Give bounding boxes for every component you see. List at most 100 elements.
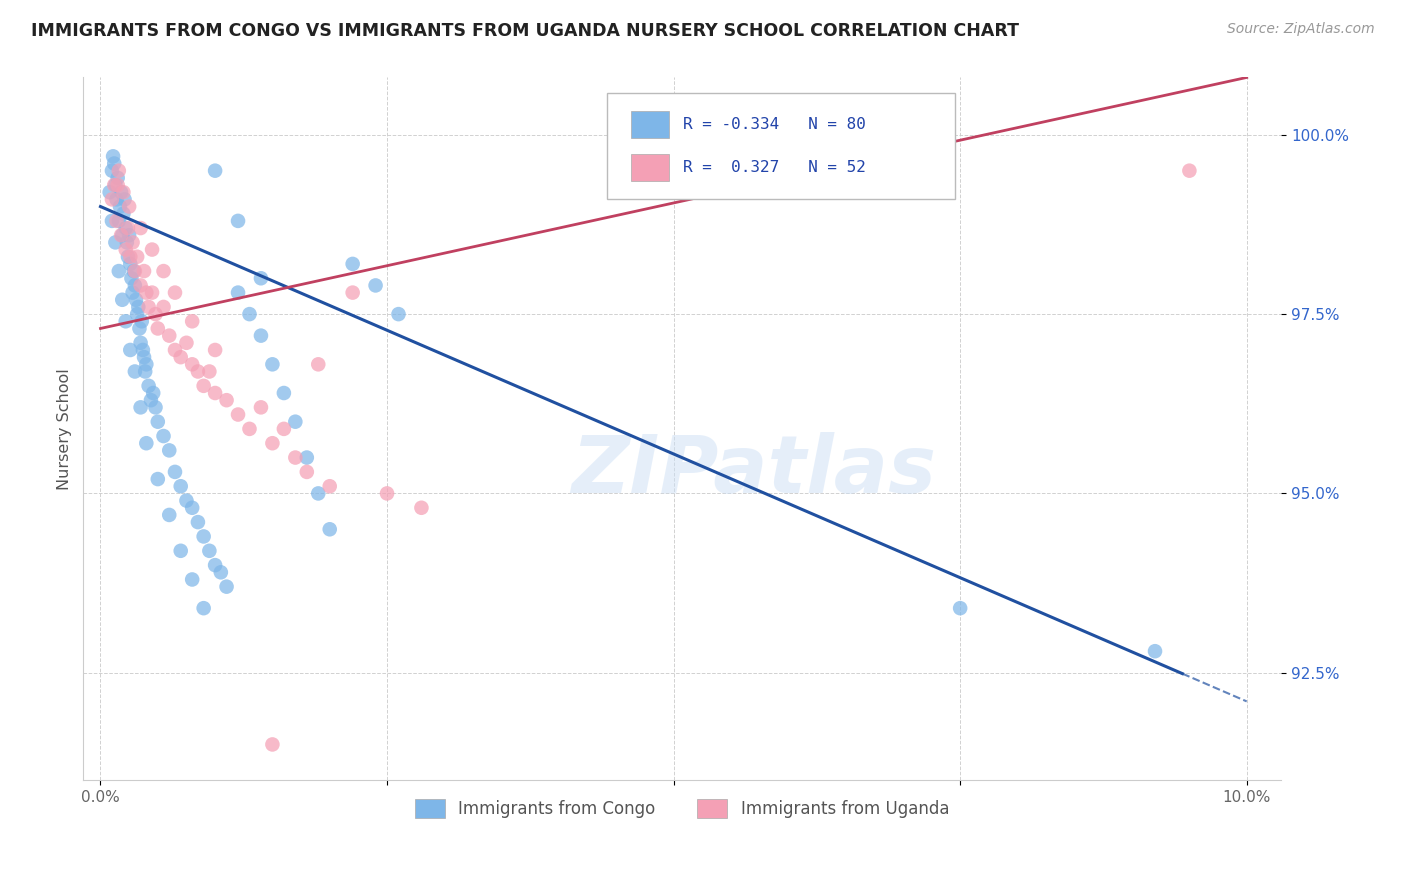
Point xyxy=(120,343,142,357)
Point xyxy=(141,243,163,257)
Point xyxy=(1143,644,1166,658)
Point xyxy=(135,357,157,371)
Point xyxy=(117,250,139,264)
Point xyxy=(146,415,169,429)
Point xyxy=(193,601,215,615)
Point xyxy=(98,185,121,199)
Point xyxy=(193,529,215,543)
Point xyxy=(319,522,342,536)
Point xyxy=(215,393,238,408)
Point xyxy=(204,558,226,573)
Point xyxy=(273,386,295,401)
Point xyxy=(176,335,198,350)
Point xyxy=(135,285,157,300)
Point xyxy=(262,738,284,752)
Point xyxy=(118,228,141,243)
Point xyxy=(108,214,131,228)
Point xyxy=(122,264,145,278)
Point xyxy=(131,314,153,328)
Point xyxy=(250,271,273,285)
Point xyxy=(129,401,152,415)
Point xyxy=(112,207,135,221)
Point xyxy=(129,221,152,235)
Point xyxy=(104,235,127,250)
Point xyxy=(204,343,226,357)
Bar xyxy=(631,112,669,138)
Point xyxy=(124,278,146,293)
Point xyxy=(124,364,146,378)
Point xyxy=(209,566,232,580)
Point xyxy=(170,350,193,364)
Point xyxy=(107,170,129,185)
Point xyxy=(105,193,128,207)
Point xyxy=(120,257,142,271)
Point xyxy=(104,178,127,192)
Point xyxy=(307,486,329,500)
Point xyxy=(120,250,142,264)
Point xyxy=(145,401,167,415)
Point xyxy=(105,214,128,228)
Point xyxy=(135,436,157,450)
Point xyxy=(157,508,180,522)
Point xyxy=(101,193,124,207)
Point xyxy=(163,343,186,357)
Point xyxy=(142,386,165,401)
Point xyxy=(295,465,318,479)
Point xyxy=(120,271,142,285)
Point xyxy=(127,300,149,314)
Point xyxy=(193,379,215,393)
Point xyxy=(145,307,167,321)
Point xyxy=(411,500,433,515)
Point xyxy=(163,465,186,479)
Text: IMMIGRANTS FROM CONGO VS IMMIGRANTS FROM UGANDA NURSERY SCHOOL CORRELATION CHART: IMMIGRANTS FROM CONGO VS IMMIGRANTS FROM… xyxy=(31,22,1019,40)
Point xyxy=(134,364,156,378)
Point xyxy=(307,357,329,371)
Point xyxy=(949,601,972,615)
Point xyxy=(181,357,204,371)
Point xyxy=(112,185,135,199)
Point xyxy=(121,235,143,250)
Point xyxy=(129,335,152,350)
Point xyxy=(129,278,152,293)
Point xyxy=(101,214,124,228)
Point xyxy=(250,328,273,343)
Point xyxy=(108,200,131,214)
Point xyxy=(273,422,295,436)
Point xyxy=(121,285,143,300)
Point xyxy=(295,450,318,465)
Point xyxy=(187,364,209,378)
Point xyxy=(115,235,138,250)
Point xyxy=(111,228,134,243)
Point xyxy=(138,379,160,393)
Point xyxy=(262,357,284,371)
Point xyxy=(284,415,307,429)
Point xyxy=(226,408,249,422)
Point xyxy=(114,243,136,257)
Point xyxy=(181,573,204,587)
Point xyxy=(262,436,284,450)
Point xyxy=(107,178,129,192)
Text: ZIPatlas: ZIPatlas xyxy=(572,432,936,510)
Point xyxy=(132,264,155,278)
Point xyxy=(250,401,273,415)
Point xyxy=(364,278,387,293)
Point xyxy=(226,285,249,300)
Point xyxy=(101,163,124,178)
Point xyxy=(226,214,249,228)
Point xyxy=(110,185,132,199)
Point xyxy=(152,264,174,278)
Point xyxy=(181,314,204,328)
Text: R = -0.334   N = 80: R = -0.334 N = 80 xyxy=(683,117,866,132)
Point xyxy=(127,250,149,264)
Point xyxy=(103,178,125,192)
Point xyxy=(187,515,209,529)
Point xyxy=(198,364,221,378)
Point xyxy=(204,386,226,401)
Point xyxy=(319,479,342,493)
Point xyxy=(157,328,180,343)
Bar xyxy=(631,154,669,181)
Point xyxy=(170,543,193,558)
Point xyxy=(110,228,132,243)
Point xyxy=(342,285,364,300)
Point xyxy=(152,300,174,314)
